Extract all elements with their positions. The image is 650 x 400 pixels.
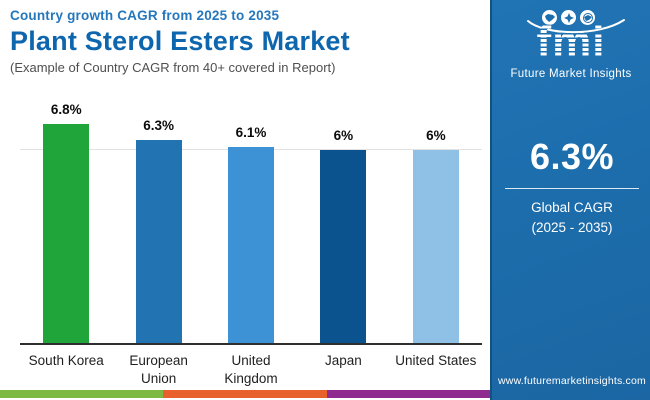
fmi-logo: fmi Future Market Insights	[496, 8, 646, 80]
logo-compass-icon	[561, 10, 576, 25]
axis-label-united-kingdom: United Kingdom	[224, 353, 278, 387]
bar-value-south-korea: 6.8%	[50, 102, 82, 117]
stat-label-line2: (2025 - 2035)	[531, 220, 613, 236]
header: Country growth CAGR from 2025 to 2035 Pl…	[10, 8, 480, 75]
x-axis-labels: South Korea European Union United Kingdom J…	[20, 352, 482, 388]
bar-european-union	[135, 140, 182, 343]
global-cagr-value: 6.3%	[529, 136, 615, 177]
global-cagr-label: Global CAGR (2025 - 2035)	[492, 198, 650, 239]
axis-label-south-korea: South Korea	[28, 353, 104, 368]
logo-circles	[542, 10, 595, 25]
bar-column-united-kingdom: 6.1%	[205, 95, 297, 343]
logo-text: fmi	[496, 20, 646, 64]
bar-united-states	[412, 150, 459, 343]
bar-column-south-korea: 6.8%	[20, 95, 112, 343]
logo-map-icon	[542, 10, 557, 25]
bar-column-japan: 6%	[297, 95, 389, 343]
stat-divider	[505, 188, 639, 189]
stat-label-line1: Global CAGR	[531, 200, 613, 215]
sidebar: fmi Future Market Insights 6.3% Global C…	[490, 0, 650, 400]
bar-japan	[320, 150, 367, 343]
bar-value-european-union: 6.3%	[143, 118, 174, 133]
axis-label-united-states: United States	[395, 353, 477, 368]
bar-column-united-states: 6%	[390, 95, 482, 343]
bar-value-japan: 6%	[333, 128, 354, 143]
footer-color-strip	[0, 390, 490, 398]
logo-caption: Future Market Insights	[510, 68, 632, 80]
axis-label-japan: Japan	[325, 353, 362, 368]
global-cagr-stat: 6.3% Global CAGR (2025 - 2035)	[492, 136, 650, 239]
strip-segment-green	[0, 390, 164, 398]
bar-chart-plot: 6.8% 6.3% 6.1% 6% 6%	[20, 95, 482, 345]
bar-column-european-union: 6.3%	[112, 95, 204, 343]
strip-segment-purple	[326, 390, 490, 398]
bar-value-united-kingdom: 6.1%	[235, 125, 267, 140]
axis-label-european-union: European Union	[129, 353, 188, 387]
bar-united-kingdom	[228, 147, 275, 343]
bar-south-korea	[43, 124, 90, 343]
chart-subtitle: (Example of Country CAGR from 40+ covere…	[10, 60, 336, 75]
logo-globe-icon	[580, 10, 595, 25]
website-url: www.futuremarketinsights.com	[498, 375, 646, 387]
logo-swoosh-icon	[527, 19, 625, 34]
strip-segment-orange	[163, 390, 327, 398]
chart-kicker: Country growth CAGR from 2025 to 2035	[10, 8, 280, 23]
bar-value-united-states: 6%	[426, 128, 446, 143]
page-title: Plant Sterol Esters Market	[10, 26, 350, 56]
